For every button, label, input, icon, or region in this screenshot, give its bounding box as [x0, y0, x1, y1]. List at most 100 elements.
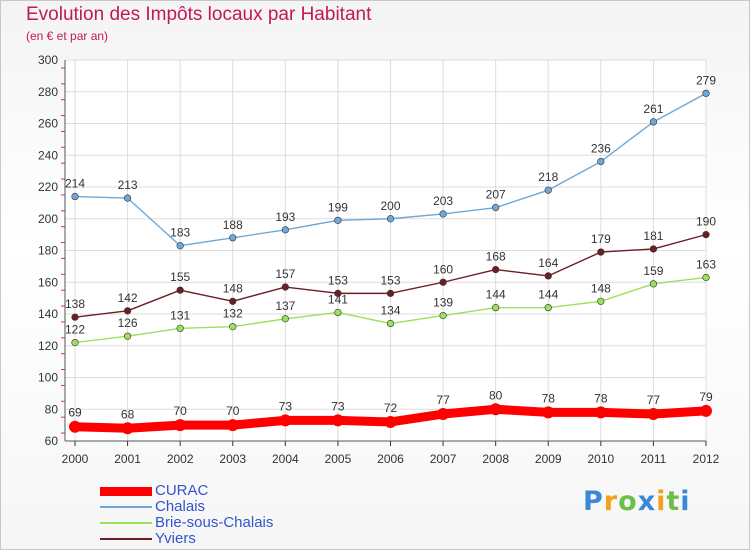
- y-tick-label: 140: [38, 307, 58, 321]
- data-point: [123, 332, 132, 340]
- data-point: [69, 420, 81, 433]
- data-point: [386, 215, 395, 223]
- y-tick-label: 240: [38, 148, 58, 162]
- data-label: 193: [275, 210, 295, 224]
- logo-letter: t: [666, 486, 681, 517]
- data-label: 144: [486, 288, 506, 302]
- data-label: 134: [380, 304, 400, 318]
- data-point: [700, 404, 712, 417]
- data-label: 153: [328, 273, 348, 287]
- data-label: 77: [647, 393, 661, 407]
- proxiti-logo: Proxiti: [583, 486, 691, 517]
- y-tick-label: 60: [45, 434, 59, 448]
- data-label: 137: [275, 299, 295, 313]
- data-label: 199: [328, 200, 348, 214]
- data-label: 148: [591, 281, 611, 295]
- legend-label: Yviers: [155, 530, 196, 547]
- data-label: 159: [643, 264, 663, 278]
- data-point: [597, 158, 605, 166]
- data-label: 77: [436, 393, 450, 407]
- data-label: 200: [380, 199, 400, 213]
- x-tick-label: 2012: [693, 452, 720, 466]
- data-label: 203: [433, 194, 453, 208]
- y-tick-label: 220: [38, 180, 58, 194]
- data-point: [544, 272, 552, 280]
- data-label: 139: [433, 296, 453, 310]
- legend-label: Chalais: [155, 498, 206, 515]
- data-point: [71, 313, 79, 321]
- y-tick-label: 100: [38, 371, 58, 385]
- data-point: [492, 265, 500, 274]
- data-point: [492, 304, 500, 312]
- data-label: 168: [486, 250, 506, 264]
- data-label: 236: [591, 142, 611, 156]
- data-label: 70: [173, 404, 187, 418]
- data-point: [594, 406, 607, 419]
- y-tick-label: 80: [45, 402, 59, 416]
- data-point: [279, 414, 292, 427]
- x-tick-label: 2005: [325, 452, 352, 466]
- data-point: [281, 226, 289, 234]
- data-label: 131: [170, 308, 190, 322]
- data-point: [226, 419, 239, 432]
- y-tick-label: 280: [38, 85, 58, 99]
- data-point: [331, 414, 344, 427]
- data-point: [121, 422, 134, 435]
- y-tick-label: 200: [38, 212, 58, 226]
- data-label: 141: [328, 292, 348, 306]
- data-point: [492, 204, 500, 212]
- y-tick-label: 120: [38, 339, 58, 353]
- x-tick-label: 2006: [377, 452, 404, 466]
- data-label: 122: [65, 323, 85, 337]
- data-label: 261: [643, 102, 663, 116]
- data-point: [176, 324, 184, 332]
- data-label: 72: [384, 401, 398, 415]
- data-label: 80: [489, 388, 503, 402]
- data-label: 73: [331, 399, 345, 413]
- data-point: [334, 289, 342, 297]
- data-label: 138: [65, 297, 85, 311]
- data-point: [439, 278, 447, 286]
- data-point: [649, 118, 658, 126]
- data-label: 132: [223, 307, 243, 321]
- data-point: [649, 245, 658, 253]
- y-tick-label: 160: [38, 275, 58, 289]
- data-point: [489, 403, 502, 416]
- data-point: [544, 304, 552, 312]
- y-tick-label: 180: [38, 244, 58, 258]
- legend-swatch: [100, 506, 152, 508]
- data-point: [123, 307, 132, 315]
- data-label: 79: [699, 390, 713, 404]
- data-label: 144: [538, 288, 558, 302]
- data-label: 190: [696, 215, 716, 229]
- data-point: [439, 210, 447, 218]
- data-label: 70: [226, 404, 240, 418]
- logo-letter: r: [603, 486, 619, 517]
- legend-swatch: [100, 522, 152, 524]
- data-label: 183: [170, 226, 190, 240]
- x-tick-label: 2003: [219, 452, 246, 466]
- data-label: 213: [118, 178, 138, 192]
- data-point: [229, 323, 237, 331]
- x-tick-label: 2008: [482, 452, 509, 466]
- data-label: 181: [643, 229, 663, 243]
- data-label: 279: [696, 73, 716, 87]
- data-point: [71, 192, 79, 201]
- data-label: 69: [68, 406, 82, 420]
- y-tick-label: 300: [38, 53, 58, 67]
- x-tick-label: 2010: [587, 452, 614, 466]
- x-tick-label: 2002: [167, 452, 194, 466]
- data-label: 179: [591, 232, 611, 246]
- data-point: [334, 216, 342, 224]
- data-label: 142: [118, 291, 138, 305]
- data-label: 160: [433, 262, 453, 276]
- legend-swatch: [100, 487, 152, 496]
- data-label: 126: [118, 316, 138, 330]
- data-label: 188: [223, 218, 243, 232]
- legend-swatch: [100, 538, 152, 540]
- data-point: [281, 283, 289, 291]
- data-point: [229, 234, 237, 242]
- data-point: [123, 194, 132, 202]
- data-label: 164: [538, 256, 558, 270]
